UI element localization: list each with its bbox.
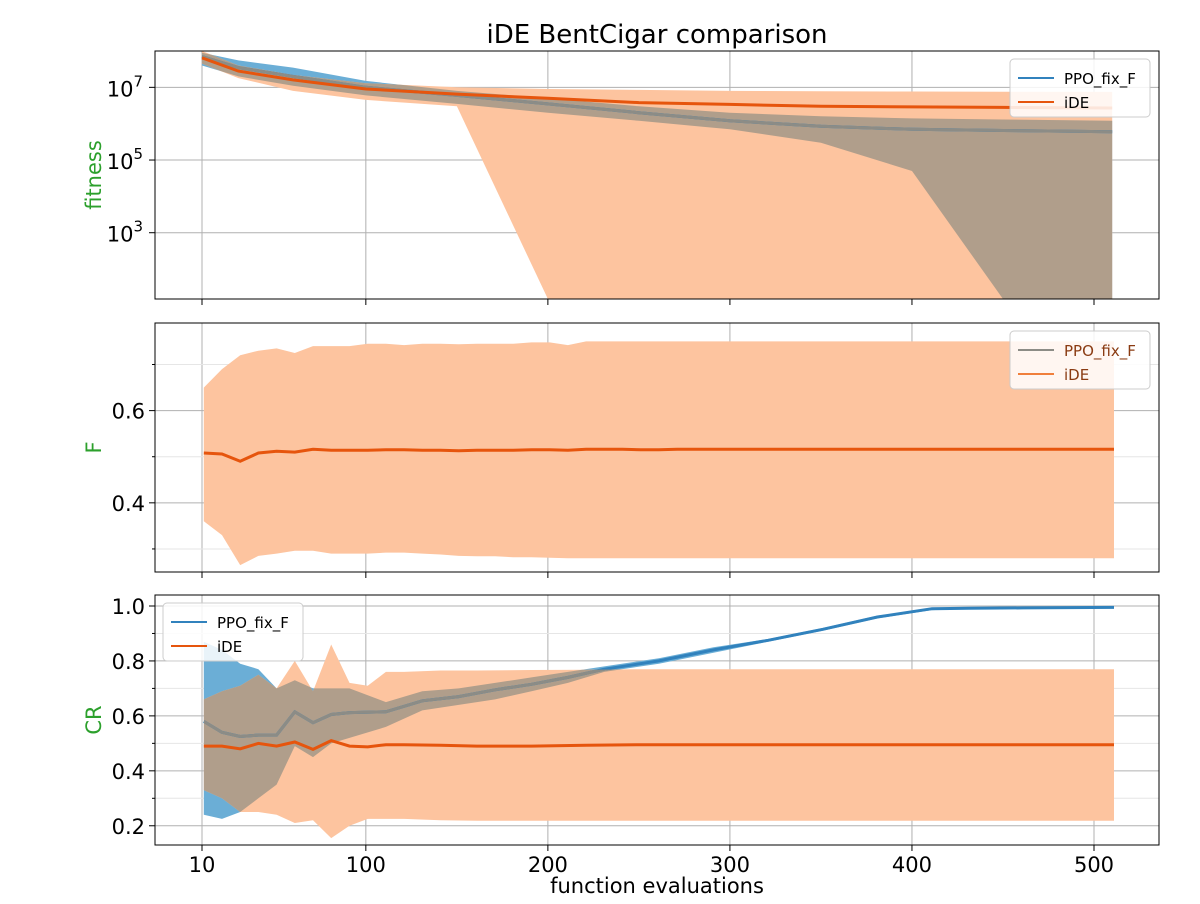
legend-label: PPO_fix_F — [217, 614, 289, 633]
y-tick-label: 0.6 — [112, 705, 145, 729]
plot-frame — [154, 594, 1160, 846]
x-axis-label: function evaluations — [550, 874, 764, 898]
legend-label: PPO_fix_F — [1064, 342, 1136, 361]
plot-frame — [154, 322, 1160, 573]
y-tick-label: 0.6 — [112, 400, 145, 424]
legend: PPO_fix_F iDE — [1009, 58, 1151, 118]
y-ticks: 103 105 107 — [107, 72, 155, 247]
x-tick-label: 500 — [1074, 853, 1114, 877]
panel-cr: 0.2 0.4 0.6 0.8 1.0 10 100 200 300 400 500 CR PPO_fi… — [82, 594, 1160, 877]
ide-band — [203, 644, 1115, 839]
ide-band — [203, 341, 1115, 566]
y-axis-label: CR — [82, 705, 106, 734]
data-layer — [201, 51, 1113, 299]
ide-mean-line — [201, 56, 1113, 110]
data-layer — [203, 605, 1115, 839]
x-tick-label: 100 — [346, 853, 386, 877]
ppo-mean-line-overlap — [203, 644, 1115, 739]
y-tick-label: 0.4 — [112, 492, 145, 516]
ide-band — [202, 51, 1113, 299]
data-layer — [203, 341, 1115, 566]
x-tick-label: 200 — [528, 853, 568, 877]
ide-mean-line — [203, 738, 1114, 752]
legend: PPO_fix_F iDE — [1009, 330, 1151, 390]
y-axis-label: F — [82, 441, 106, 453]
x-tick-label: 400 — [892, 853, 932, 877]
y-axis-label: fitness — [82, 140, 106, 210]
y-tick-label: 1.0 — [112, 595, 145, 619]
y-tick-label: 0.2 — [112, 815, 145, 839]
y-tick-label: 0.4 — [112, 760, 145, 784]
y-tick-label: 105 — [107, 145, 143, 174]
x-ticks — [201, 299, 1095, 305]
y-ticks: 0.2 0.4 0.6 0.8 1.0 — [112, 595, 155, 839]
y-tick-label: 107 — [107, 72, 143, 101]
panel-f: 0.4 0.6 F PPO_fix_F iDE — [82, 322, 1160, 578]
panel-fitness: 103 105 107 fitness PPO_fix_F iDE — [82, 50, 1160, 305]
x-ticks — [201, 572, 1095, 578]
x-tick-label: 10 — [189, 853, 216, 877]
legend-label: iDE — [1064, 366, 1089, 384]
legend: PPO_fix_F iDE — [162, 602, 304, 662]
legend-label: PPO_fix_F — [1064, 70, 1136, 89]
plot-frame — [154, 50, 1160, 300]
y-tick-label: 0.8 — [112, 650, 145, 674]
y-ticks: 0.4 0.6 — [112, 364, 155, 550]
y-tick-label: 103 — [107, 218, 143, 247]
x-ticks: 10 100 200 300 400 500 — [189, 845, 1114, 877]
x-tick-label: 300 — [710, 853, 750, 877]
ide-mean-line — [203, 447, 1114, 463]
legend-label: iDE — [1064, 94, 1089, 112]
legend-label: iDE — [217, 638, 242, 656]
chart-title: iDE BentCigar comparison — [486, 20, 827, 50]
ppo-mean-line-overlap — [202, 55, 1113, 134]
